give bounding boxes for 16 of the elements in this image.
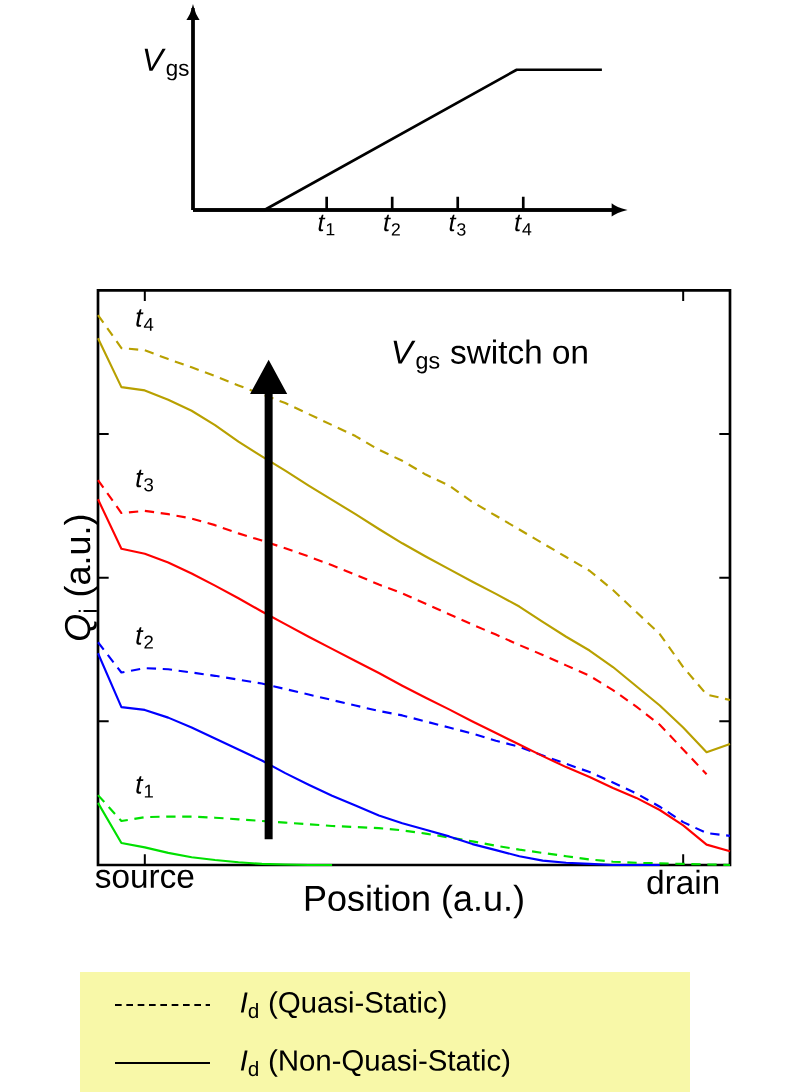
x-axis-title: Position (a.u.)	[305, 884, 523, 919]
x-tick-label: t$_{1}$	[318, 214, 335, 236]
x-tick-label: t$_{2}$	[384, 214, 400, 236]
annotation: t$_{2}$	[136, 627, 153, 649]
y-axis-title: V$_{gs}$	[144, 48, 189, 81]
annotation: V$_{gs}$ switch on	[393, 339, 587, 374]
annotation: t$_{4}$	[136, 309, 154, 331]
x-tick-label: drain	[647, 869, 719, 895]
annotation: t$_{1}$	[136, 776, 153, 798]
x-tick-label: t$_{3}$	[449, 214, 466, 236]
y-axis-title: Q$_{i}$ (a.u.)	[63, 515, 98, 641]
x-tick-label: source	[95, 869, 194, 888]
text: I$_{d}$ (Non-Quasi-Static)	[240, 1049, 510, 1077]
annotation: t$_{3}$	[136, 469, 154, 492]
x-tick-label: t$_{4}$	[515, 214, 532, 236]
text: I$_{d}$ (Quasi-Static)	[240, 991, 446, 1019]
